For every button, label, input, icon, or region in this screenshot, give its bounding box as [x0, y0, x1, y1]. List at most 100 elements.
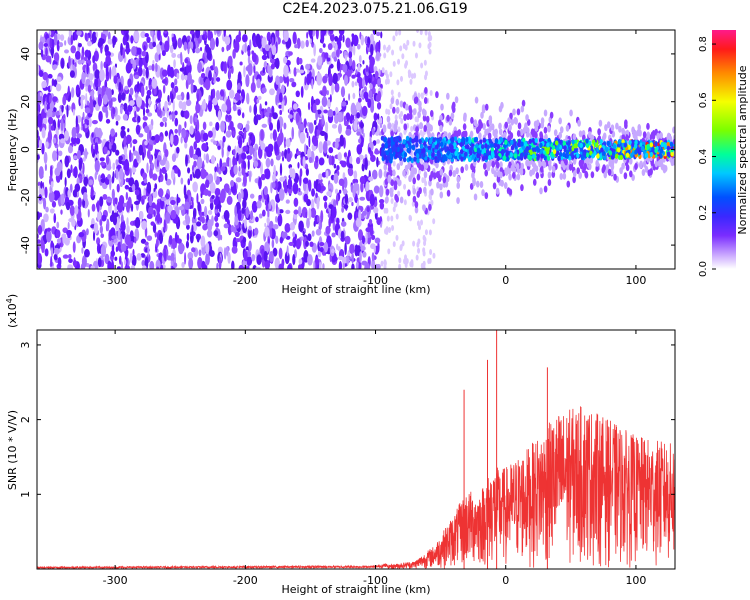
- spectrogram-cell: [338, 261, 343, 269]
- spectrogram-cell: [286, 152, 292, 163]
- spectrogram-cell: [576, 152, 580, 159]
- spectrogram-cell: [568, 163, 573, 171]
- spectrogram-cell: [406, 113, 410, 121]
- spectrogram-cell: [484, 192, 489, 200]
- spectrogram-cell: [503, 182, 508, 190]
- spectrogram-cell: [260, 173, 266, 181]
- spectrogram-cell: [560, 160, 565, 168]
- spectrogram-cell: [338, 34, 343, 40]
- spectrogram-cell: [672, 126, 675, 134]
- spectrogram-cell: [316, 196, 320, 210]
- spectrogram-cell: [619, 154, 624, 161]
- spectrogram-cell: [149, 260, 155, 269]
- spectrogram-cell: [565, 153, 569, 159]
- spectrogram-cell: [58, 42, 64, 48]
- spectrogram-cell: [73, 155, 78, 160]
- spectrogram-cell: [401, 240, 405, 247]
- spectrogram-cell: [45, 230, 52, 243]
- spectrogram-cell: [105, 54, 111, 67]
- spectrogram-cell: [170, 209, 177, 220]
- spectrogram-cell: [100, 60, 103, 71]
- spectrogram-cell: [136, 96, 142, 108]
- spectrogram-cell: [209, 121, 213, 127]
- spectrogram-cell: [120, 233, 123, 247]
- spectrogram-cell: [232, 130, 235, 137]
- spectrogram-cell: [219, 89, 225, 97]
- spectrogram-cell: [362, 77, 365, 88]
- spectrogram-cell: [640, 145, 645, 152]
- spectrogram-cell: [339, 160, 345, 165]
- spectrogram-cell: [304, 143, 307, 156]
- spectrogram-cell: [62, 95, 67, 106]
- spectrogram-cell: [367, 77, 372, 84]
- spectrogram-cell: [564, 158, 568, 166]
- spectrogram-cell: [302, 230, 305, 237]
- spectrogram-cell: [95, 201, 100, 209]
- spectrogram-cell: [99, 196, 104, 207]
- spectrogram-cell: [294, 44, 299, 49]
- spectrogram-cell: [232, 48, 236, 59]
- spectrogram-cell: [414, 52, 418, 59]
- spectrogram-cell: [221, 162, 228, 167]
- spectrogram-cell: [85, 86, 89, 92]
- spectrogram-cell: [205, 252, 210, 266]
- spectrogram-cell: [136, 152, 140, 162]
- spectrogram-cell: [210, 94, 214, 100]
- spectrogram-cell: [450, 144, 454, 150]
- spectrogram-cell: [161, 50, 166, 57]
- spectrogram-cell: [71, 87, 75, 98]
- spectrogram-cell: [428, 257, 432, 264]
- spectrogram-cell: [424, 74, 428, 81]
- spectrogram-cell: [163, 248, 167, 262]
- spectrogram-cell: [72, 108, 76, 116]
- spectrogram-cell: [161, 69, 168, 77]
- spectrogram-cell: [453, 136, 458, 142]
- spectrogram-cell: [243, 129, 247, 140]
- spectrogram-cell: [218, 256, 222, 269]
- spectrogram-cell: [495, 161, 500, 169]
- spectrogram-cell: [432, 137, 436, 143]
- spectrogram-cell: [496, 143, 501, 150]
- spectrogram-cell: [227, 251, 231, 264]
- spectrogram-cell: [99, 37, 104, 45]
- spectrogram-cell: [418, 42, 422, 49]
- spectrogram-cell: [67, 264, 73, 269]
- spectrogram-cell: [439, 141, 444, 147]
- spectrogram-cell: [607, 168, 612, 176]
- spectrogram-cell: [216, 30, 221, 35]
- spectrogram-cell: [330, 248, 335, 254]
- spectrogram-cell: [281, 101, 285, 113]
- spectrogram-cell: [378, 185, 384, 198]
- spectrogram-cell: [164, 121, 167, 128]
- spectrogram-cell: [627, 144, 631, 150]
- spectrogram-cell: [298, 220, 304, 233]
- spectrogram-cell: [328, 147, 334, 154]
- spectrogram-cell: [318, 48, 323, 54]
- spectrogram-cell: [132, 248, 135, 257]
- spectrogram-cell: [180, 177, 184, 185]
- spectrogram-cell: [343, 152, 347, 158]
- spectrogram-cell: [429, 35, 433, 42]
- spectrogram-cell: [415, 153, 420, 159]
- spectrogram-cell: [339, 134, 345, 147]
- spectrogram-cell: [171, 237, 176, 250]
- spectrogram-cell: [96, 237, 101, 245]
- spectrogram-cell: [156, 211, 161, 224]
- spectrogram-cell: [317, 55, 323, 66]
- spectrogram-cell: [361, 260, 368, 266]
- spectrogram-cell: [213, 30, 217, 36]
- spectrogram-xtick-label: -200: [233, 274, 258, 287]
- spectrogram-cell: [351, 201, 354, 207]
- spectrogram-cell: [397, 91, 401, 98]
- spectrogram-cell: [436, 150, 441, 156]
- spectrogram-cell: [356, 73, 361, 78]
- spectrogram-cell: [78, 232, 85, 238]
- spectrogram-cell: [240, 188, 244, 193]
- spectrogram-cell: [200, 132, 204, 139]
- spectrogram-cell: [399, 100, 404, 108]
- spectrogram-cell: [427, 131, 432, 139]
- spectrogram-cell: [371, 169, 378, 180]
- spectrogram-cell: [328, 155, 332, 166]
- spectrogram-cell: [144, 241, 149, 246]
- spectrogram-cell: [341, 256, 348, 264]
